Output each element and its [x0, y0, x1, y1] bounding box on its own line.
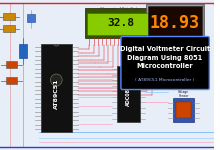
Text: ADC0804: ADC0804	[126, 82, 131, 106]
Circle shape	[51, 74, 62, 86]
Bar	[173, 98, 194, 122]
FancyBboxPatch shape	[121, 36, 209, 90]
Bar	[3, 13, 15, 20]
Bar	[117, 66, 140, 122]
Bar	[146, 4, 204, 42]
Bar	[148, 6, 202, 40]
Bar	[6, 61, 17, 68]
Bar	[27, 14, 35, 22]
Text: 32.8: 32.8	[107, 18, 134, 28]
Bar	[6, 77, 17, 84]
Bar	[87, 13, 154, 35]
Bar	[147, 5, 203, 41]
Text: AT89C51: AT89C51	[54, 79, 59, 109]
Text: 7 Segments - 4 Digits Display: 7 Segments - 4 Digits Display	[100, 7, 141, 11]
Text: ( AT89C51 Microcontroller ): ( AT89C51 Microcontroller )	[136, 78, 195, 82]
Text: Voltage
Sensor: Voltage Sensor	[178, 90, 189, 98]
Bar	[176, 102, 191, 118]
Bar	[41, 44, 72, 132]
Text: 18.93: 18.93	[150, 14, 200, 32]
Bar	[3, 25, 15, 32]
Bar	[19, 44, 27, 58]
Text: Digital Voltmeter Circuit
Diagram Using 8051
Microcontroller: Digital Voltmeter Circuit Diagram Using …	[120, 46, 210, 69]
Bar	[84, 8, 156, 38]
